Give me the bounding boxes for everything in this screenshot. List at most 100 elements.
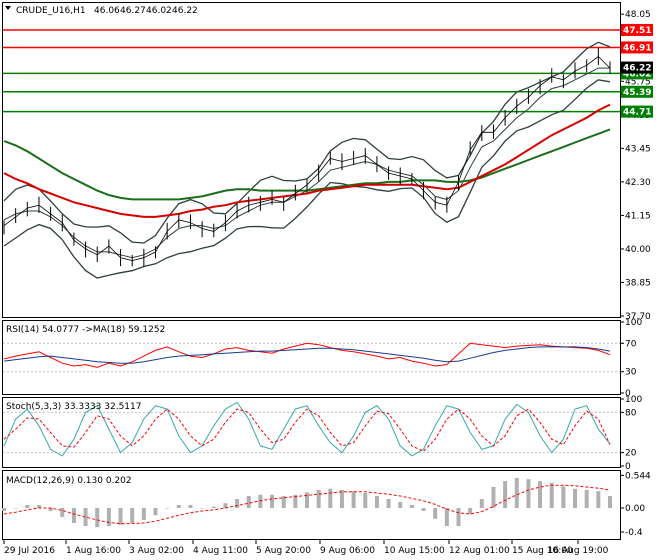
level-label-bg	[621, 85, 653, 98]
macd-histogram-bar	[2, 508, 6, 511]
macd-histogram-bar	[258, 494, 263, 508]
macd-histogram-bar	[223, 503, 228, 508]
time-tick-label: 5 Aug 20:00	[256, 546, 311, 556]
price-axis-tick-label: 37.70	[625, 312, 651, 322]
moving-average-red	[3, 103, 611, 218]
macd-panel-frame	[2, 470, 621, 540]
level-label: 45.39	[623, 88, 651, 98]
current-price-label: 46.22	[623, 64, 651, 74]
price-axis-tick-label: 43.45	[625, 144, 651, 154]
time-tick-label: 4 Aug 11:00	[193, 546, 248, 556]
macd-histogram-bar	[281, 496, 286, 508]
rsi-panel[interactable]: 100 70 30 0	[3, 318, 642, 399]
level-label: 46.91	[623, 43, 651, 53]
macd-histogram-bar	[561, 486, 566, 508]
rsi-axis-tick-label: 0	[625, 389, 631, 399]
level-label-bg	[621, 23, 653, 36]
macd-histogram-bar	[444, 508, 449, 526]
time-tick-label: 29 Jul 2016	[4, 546, 55, 556]
open-value: 46.06	[94, 6, 120, 16]
macd-histogram-bar	[60, 508, 65, 517]
stoch-axis-tick-label: 100	[625, 395, 642, 405]
upper-band-line	[3, 41, 611, 244]
level-label-bg	[621, 105, 653, 118]
stoch-panel-frame	[2, 397, 621, 468]
macd-histogram-bar	[188, 505, 193, 508]
close-value: 46.22	[172, 6, 198, 16]
macd-histogram-bar	[13, 508, 18, 509]
macd-histogram-bar	[106, 508, 111, 526]
rsi-axis-tick-label: 70	[625, 339, 637, 349]
low-value: 46.02	[146, 6, 172, 16]
macd-histogram-bar	[71, 508, 76, 523]
macd-histogram-bar	[141, 508, 146, 520]
macd-panel[interactable]: 0.544 0.00 -0.4	[2, 471, 651, 538]
macd-histogram-bar	[200, 508, 205, 509]
stochastic-panel[interactable]: 100 80 20 0	[3, 395, 642, 472]
macd-histogram-bar	[176, 505, 181, 508]
macd-title: MACD(12,26,9) 0.130 0.202	[6, 476, 132, 486]
price-axis-tick-label: 41.15	[625, 211, 651, 221]
stoch-title: Stoch(5,3,3) 33.3333 32.5117	[6, 402, 141, 412]
macd-histogram-bar	[386, 499, 391, 508]
rsi-panel-frame	[2, 320, 621, 395]
macd-histogram-bar	[409, 505, 414, 508]
macd-histogram-bar	[468, 508, 473, 514]
rsi-axis-tick-label: 100	[625, 318, 642, 328]
rsi-title: RSI(14) 54.0777 ->MA(18) 59.1252	[6, 325, 165, 335]
macd-histogram-bar	[305, 492, 309, 508]
macd-histogram-bar	[235, 499, 240, 508]
level-label-bg	[621, 41, 653, 54]
time-tick-label: 9 Aug 06:00	[320, 546, 375, 556]
macd-histogram-bar	[130, 508, 135, 523]
macd-signal-line	[3, 484, 611, 525]
high-value: 46.27	[120, 6, 146, 16]
macd-histogram-bar	[293, 494, 298, 508]
macd-histogram-bar	[456, 508, 461, 526]
time-tick-label: 10 Aug 15:00	[384, 546, 445, 556]
macd-histogram-bar	[83, 508, 88, 526]
macd-histogram-bar	[165, 508, 170, 509]
macd-histogram-bar	[398, 502, 403, 508]
macd-histogram-bar	[36, 505, 41, 508]
macd-histogram-bar	[573, 488, 578, 508]
macd-histogram-bar	[118, 508, 123, 525]
price-axis-tick-label: 40.00	[625, 245, 651, 255]
macd-axis-tick-label: 0.544	[625, 471, 651, 481]
macd-histogram-bar	[608, 496, 612, 508]
price-panel[interactable]: 48.0546.9145.7544.5943.4542.3041.1540.00…	[3, 10, 653, 322]
rsi-ma-line	[3, 346, 611, 364]
macd-histogram-bar	[538, 481, 543, 508]
macd-histogram-bar	[95, 508, 100, 528]
time-tick-label: 15 Aug 10:00	[512, 546, 573, 556]
stoch-axis-tick-label: 80	[625, 408, 637, 418]
macd-histogram-bar	[549, 482, 554, 508]
macd-histogram-bar	[270, 494, 275, 508]
time-tick-label: 1 Aug 16:00	[66, 546, 121, 556]
macd-histogram-bar	[351, 491, 356, 508]
macd-histogram-bar	[211, 506, 216, 508]
time-tick-label: 3 Aug 02:00	[129, 546, 184, 556]
collapse-triangle-icon[interactable]	[5, 6, 11, 10]
macd-histogram-bar	[25, 505, 30, 508]
macd-histogram-bar	[246, 496, 251, 508]
macd-histogram-bar	[153, 508, 158, 516]
macd-axis-tick-label: 0.00	[625, 504, 645, 514]
symbol-label: CRUDE_U16,H1	[16, 6, 86, 16]
level-label: 46.02	[623, 69, 651, 79]
macd-histogram-bar	[514, 478, 519, 508]
price-axis-tick-label: 48.05	[625, 10, 651, 20]
rsi-line	[3, 342, 611, 368]
price-axis-tick-label: 38.85	[625, 278, 651, 288]
price-close-line	[3, 55, 611, 262]
macd-histogram-bar	[328, 488, 333, 508]
macd-histogram-bar	[584, 490, 589, 508]
macd-histogram-bar	[491, 487, 496, 508]
macd-histogram-bar	[48, 508, 53, 511]
macd-histogram-bar	[363, 493, 368, 508]
macd-histogram-bar	[503, 481, 508, 508]
rsi-axis-tick-label: 30	[625, 368, 637, 378]
time-tick-label: 16 Aug 19:00	[548, 546, 609, 556]
price-axis-tick-label: 42.30	[625, 178, 651, 188]
